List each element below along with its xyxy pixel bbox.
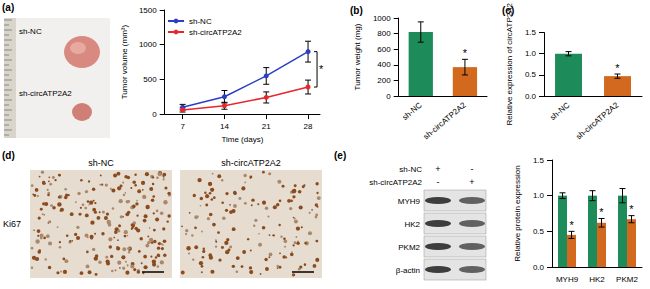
svg-text:1000: 1000 [373, 14, 391, 23]
svg-text:sh-circATP2A2: sh-circATP2A2 [422, 100, 469, 141]
svg-text:(c): (c) [502, 5, 514, 16]
svg-text:1.0: 1.0 [525, 49, 537, 58]
svg-text:sh-circATP2A2: sh-circATP2A2 [574, 100, 621, 141]
svg-text:28: 28 [304, 122, 313, 131]
svg-text:1500: 1500 [139, 6, 157, 15]
svg-text:1.0: 1.0 [533, 191, 545, 200]
svg-text:HK2: HK2 [404, 220, 420, 229]
svg-text:Time (days): Time (days) [221, 135, 263, 144]
svg-text:-: - [471, 164, 474, 174]
svg-text:*: * [599, 206, 604, 218]
svg-text:400: 400 [377, 60, 391, 69]
svg-text:(b): (b) [350, 5, 363, 16]
svg-text:7: 7 [180, 122, 185, 131]
svg-text:Relative protein expression: Relative protein expression [513, 165, 522, 262]
svg-text:0: 0 [152, 110, 157, 119]
svg-text:800: 800 [377, 29, 391, 38]
svg-text:Relative expression of circATP: Relative expression of circATP2A2 [505, 2, 514, 125]
svg-text:sh-circATP2A2: sh-circATP2A2 [189, 28, 242, 37]
svg-text:0.5: 0.5 [533, 227, 545, 236]
svg-text:0.0: 0.0 [525, 92, 537, 101]
svg-text:HK2: HK2 [589, 275, 605, 284]
svg-text:sh-circATP2A2: sh-circATP2A2 [221, 158, 280, 168]
svg-text:MYH9: MYH9 [398, 197, 421, 206]
svg-text:+: + [469, 177, 474, 187]
svg-text:21: 21 [262, 122, 271, 131]
svg-text:+: + [435, 164, 440, 174]
svg-text:*: * [463, 47, 468, 59]
svg-text:sh-NC: sh-NC [548, 100, 571, 122]
svg-text:Tumor weight (mg): Tumor weight (mg) [353, 23, 362, 90]
svg-text:14: 14 [220, 122, 229, 131]
svg-text:0.5: 0.5 [525, 70, 537, 79]
svg-text:β-actin: β-actin [396, 266, 420, 275]
svg-text:sh-NC: sh-NC [401, 100, 424, 122]
svg-text:PKM2: PKM2 [398, 243, 420, 252]
svg-text:500: 500 [143, 75, 157, 84]
svg-text:sh-NC: sh-NC [189, 17, 212, 26]
svg-text:*: * [319, 63, 324, 75]
svg-text:sh-circATP2A2: sh-circATP2A2 [369, 178, 422, 187]
svg-text:MYH9: MYH9 [556, 275, 579, 284]
svg-text:sh-circATP2A2: sh-circATP2A2 [19, 89, 72, 98]
svg-text:*: * [615, 62, 620, 74]
svg-text:-: - [437, 177, 440, 187]
svg-text:sh-NC: sh-NC [88, 158, 114, 168]
svg-text:1.5: 1.5 [525, 28, 537, 37]
svg-text:1000: 1000 [139, 40, 157, 49]
svg-text:200: 200 [377, 76, 391, 85]
svg-text:Tumor volume (mm³): Tumor volume (mm³) [120, 25, 129, 100]
svg-text:0: 0 [386, 92, 391, 101]
svg-text:Ki67: Ki67 [3, 219, 21, 229]
svg-text:*: * [569, 219, 574, 231]
svg-text:sh-NC: sh-NC [399, 165, 422, 174]
svg-text:PKM2: PKM2 [616, 275, 638, 284]
svg-text:600: 600 [377, 45, 391, 54]
svg-text:0.0: 0.0 [533, 263, 545, 272]
svg-text:*: * [629, 203, 634, 215]
svg-text:(e): (e) [334, 150, 346, 161]
svg-text:sh-NC: sh-NC [19, 27, 42, 36]
svg-text:(a): (a) [2, 2, 14, 13]
svg-text:(d): (d) [2, 150, 15, 161]
svg-text:1.5: 1.5 [533, 156, 545, 165]
